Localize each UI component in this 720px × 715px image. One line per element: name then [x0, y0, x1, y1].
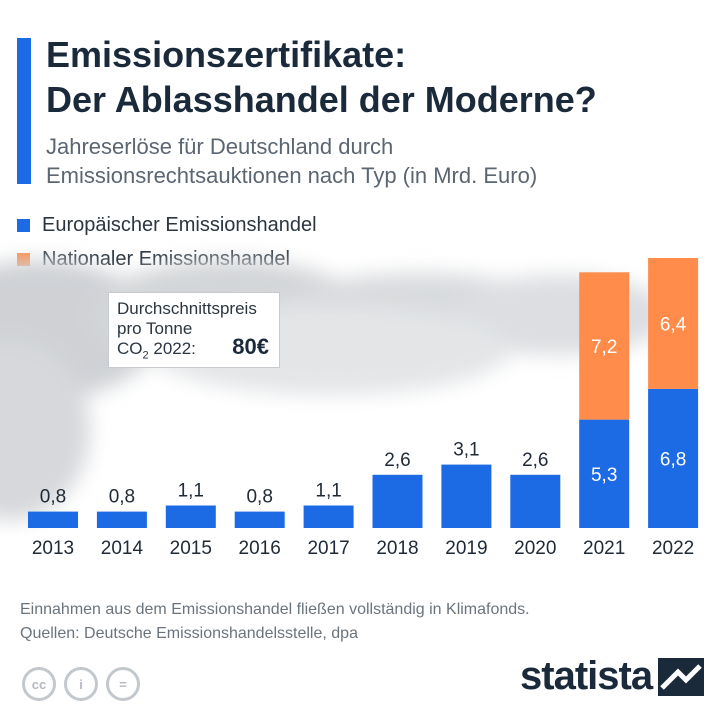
co-subscript: 2 [142, 349, 149, 362]
x-tick-label-2013: 2013 [32, 538, 74, 559]
bar-european-2018 [372, 474, 423, 528]
price-box: Durchschnittspreis pro Tonne CO2 2022: 8… [108, 292, 280, 368]
legend-label-european: Europäischer Emissionshandel [42, 213, 317, 236]
legend-swatch-european [17, 218, 30, 232]
value-label-european-2017: 1,1 [315, 481, 341, 502]
bar-european-2019 [441, 464, 492, 528]
x-tick-label-2015: 2015 [170, 538, 212, 559]
bar-european-2017 [303, 505, 354, 528]
license-icons: cc i = [22, 667, 148, 701]
subtitle-line-2: Emissionsrechtsauktionen nach Typ (in Mr… [46, 163, 538, 188]
value-label-european-2016: 0,8 [246, 487, 272, 508]
accent-bar [17, 38, 31, 184]
cc-icon[interactable]: cc [22, 667, 56, 701]
value-label-national-2022: 6,4 [660, 315, 687, 336]
legend-item-european: Europäischer Emissionshandel [17, 210, 317, 240]
subtitle: Jahreserlöse für Deutschland durch Emiss… [46, 132, 706, 190]
price-label-line-1: Durchschnittspreis [117, 299, 257, 318]
page-title: Emissionszertifikate: Der Ablasshandel d… [46, 32, 706, 122]
value-label-european-2014: 0,8 [109, 487, 135, 508]
bar-european-2013 [28, 511, 78, 528]
bars-group [28, 258, 699, 528]
bar-european-2014 [96, 511, 147, 528]
title-line-1: Emissionszertifikate: [46, 34, 407, 75]
value-label-european-2019: 3,1 [453, 440, 479, 461]
price-year: 2022: [153, 339, 196, 358]
brand[interactable]: statista [520, 654, 705, 699]
brand-name: statista [520, 654, 653, 698]
footnote-sources: Quellen: Deutsche Emissionshandelsstelle… [20, 625, 358, 642]
value-label-national-2021: 7,2 [591, 337, 617, 358]
price-label-line-3: CO2 2022: [117, 339, 277, 365]
value-label-european-2020: 2,6 [522, 450, 548, 471]
x-tick-label-2017: 2017 [307, 538, 349, 559]
x-tick-label-2016: 2016 [239, 538, 281, 559]
value-label-european-2015: 1,1 [178, 481, 204, 502]
bar-european-2022 [648, 388, 699, 528]
title-line-2: Der Ablasshandel der Moderne? [46, 79, 597, 120]
x-tick-label-2022: 2022 [652, 538, 694, 559]
by-icon[interactable]: i [64, 667, 98, 701]
value-label-european-2021: 5,3 [591, 465, 617, 486]
footnote-note: Einnahmen aus dem Emissionshandel fließe… [20, 601, 530, 618]
bar-european-2020 [510, 474, 561, 528]
statista-logo-icon [658, 657, 705, 696]
x-tick-label-2014: 2014 [101, 538, 144, 559]
footnote: Einnahmen aus dem Emissionshandel fließe… [20, 598, 530, 646]
price-label: Durchschnittspreis pro Tonne CO2 2022: [117, 299, 277, 365]
value-label-european-2018: 2,6 [384, 450, 410, 471]
co-text: CO [117, 339, 143, 358]
value-labels-group: 0,8 0,8 1,1 0,8 1,1 2,6 3,1 2,6 5,3 7,2 6,8 6,4 [40, 315, 687, 508]
bar-european-2016 [234, 511, 285, 528]
bar-european-2015 [165, 505, 216, 528]
subtitle-line-1: Jahreserlöse für Deutschland durch [46, 134, 394, 159]
bar-national-2021 [579, 272, 630, 420]
x-axis-labels: 2013 2014 2015 2016 2017 2018 2019 2020 2021 2022 [32, 538, 694, 559]
x-tick-label-2018: 2018 [376, 538, 418, 559]
bar-european-2021 [579, 419, 630, 528]
nd-icon[interactable]: = [106, 667, 140, 701]
price-value: 80€ [232, 334, 269, 359]
value-label-european-2013: 0,8 [40, 487, 66, 508]
value-label-european-2022: 6,8 [660, 450, 686, 471]
x-tick-label-2019: 2019 [445, 538, 487, 559]
x-tick-label-2021: 2021 [583, 538, 625, 559]
bar-national-2022 [648, 258, 699, 389]
x-tick-label-2020: 2020 [514, 538, 556, 559]
price-label-line-2: pro Tonne [117, 319, 193, 338]
